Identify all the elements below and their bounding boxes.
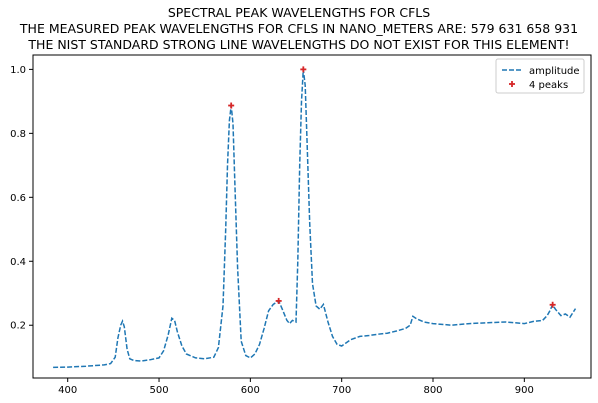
chart-title: SPECTRAL PEAK WAVELENGTHS FOR CFLS [167, 5, 431, 20]
peak-marker [275, 297, 282, 304]
x-tick-label: 400 [58, 385, 77, 396]
x-tick-label: 600 [241, 385, 260, 396]
y-tick-label: 0.6 [10, 193, 26, 204]
y-tick-label: 0.2 [10, 321, 26, 332]
legend: amplitude 4 peaks [495, 58, 585, 94]
y-tick-label: 0.4 [10, 257, 26, 268]
chart-subtitle-measured: THE MEASURED PEAK WAVELENGTHS FOR CFLS I… [19, 21, 579, 36]
y-tick-label: 1.0 [10, 65, 26, 76]
x-tick-label: 700 [332, 385, 351, 396]
peak-marker [228, 102, 235, 109]
x-tick-label: 800 [423, 385, 442, 396]
y-tick-label: 0.8 [10, 129, 26, 140]
legend-box [495, 58, 585, 94]
amplitude-line [53, 69, 577, 369]
plot-frame [32, 54, 592, 379]
legend-peaks-label: 4 peaks [529, 80, 568, 91]
peak-marker [300, 66, 307, 73]
chart-subtitle-nist: THE NIST STANDARD STRONG LINE WAVELENGTH… [28, 37, 570, 52]
legend-amplitude-label: amplitude [529, 66, 580, 77]
x-tick-label: 500 [149, 385, 168, 396]
x-tick-label: 900 [515, 385, 534, 396]
peak-marker [549, 301, 556, 308]
legend-peaks-swatch [509, 81, 515, 87]
